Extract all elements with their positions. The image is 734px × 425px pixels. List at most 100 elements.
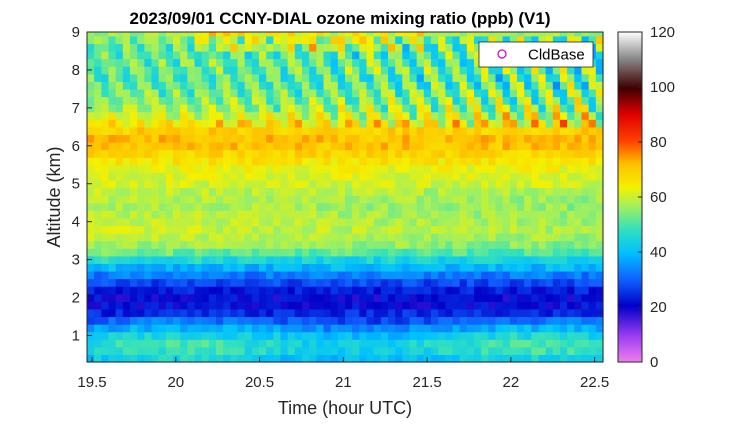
heatmap-cell [294, 164, 303, 173]
heatmap-cell [287, 66, 296, 75]
heatmap-cell [266, 346, 274, 356]
heatmap-cell [208, 32, 217, 37]
heatmap-cell [373, 179, 382, 189]
heatmap-cell [567, 301, 575, 310]
heatmap-cell [459, 149, 468, 158]
heatmap-cell [409, 149, 418, 158]
heatmap-cell [144, 157, 153, 166]
heatmap-cell [330, 119, 339, 128]
heatmap-cell [574, 111, 583, 120]
heatmap-cell [323, 278, 332, 287]
heatmap-cell [201, 248, 210, 257]
heatmap-cell [366, 324, 375, 333]
heatmap-cell [502, 73, 511, 82]
heatmap-cell [474, 278, 482, 287]
heatmap-cell [402, 149, 411, 158]
heatmap-cell [466, 233, 475, 242]
heatmap-cell [259, 339, 267, 348]
heatmap-cell [395, 32, 403, 37]
heatmap-cell [101, 240, 110, 249]
heatmap-cell [531, 248, 540, 257]
heatmap-cell [130, 240, 138, 249]
heatmap-cell [223, 149, 231, 158]
heatmap-cell [395, 104, 403, 113]
heatmap-cell [431, 331, 439, 340]
heatmap-cell [151, 301, 160, 310]
heatmap-cell [588, 179, 597, 189]
heatmap-cell [366, 255, 375, 264]
heatmap-cell [409, 195, 418, 204]
heatmap-cell [130, 111, 138, 120]
heatmap-cell [495, 149, 504, 158]
heatmap-cell [423, 172, 432, 181]
heatmap-cell [230, 172, 239, 181]
heatmap-cell [173, 354, 181, 363]
heatmap-cell [517, 104, 525, 113]
heatmap-cell [158, 195, 167, 204]
heatmap-cell [251, 225, 260, 234]
heatmap-cell [151, 217, 160, 227]
heatmap-cell [165, 217, 174, 227]
heatmap-cell [251, 263, 260, 272]
colorbar-tick-label: 0 [650, 354, 658, 371]
heatmap-cell [438, 195, 446, 204]
heatmap-cell [309, 233, 317, 242]
heatmap-cell [359, 126, 368, 136]
heatmap-cell [230, 164, 239, 173]
heatmap-cell [94, 293, 102, 302]
heatmap-cell [581, 187, 590, 196]
heatmap-cell [395, 35, 403, 44]
heatmap-cell [237, 134, 246, 143]
heatmap-cell [216, 217, 224, 227]
heatmap-cell [416, 233, 425, 242]
heatmap-cell [259, 331, 267, 340]
heatmap-cell [259, 104, 267, 113]
heatmap-cell [595, 96, 604, 105]
heatmap-cell [194, 195, 203, 204]
x-tick-label: 22 [503, 374, 520, 391]
heatmap-cell [481, 134, 489, 143]
heatmap-cell [552, 354, 561, 363]
heatmap-cell [180, 32, 188, 37]
heatmap-cell [280, 248, 289, 257]
heatmap-cell [402, 270, 411, 280]
heatmap-cell [165, 43, 174, 52]
heatmap-cell [345, 331, 353, 340]
heatmap-cell [517, 286, 525, 295]
heatmap-cell [94, 301, 102, 310]
heatmap-cell [208, 202, 217, 211]
heatmap-cell [574, 301, 583, 310]
heatmap-cell [130, 142, 138, 151]
heatmap-cell [502, 255, 511, 264]
heatmap-cell [373, 43, 382, 52]
heatmap-cell [309, 225, 317, 234]
heatmap-cell [251, 240, 260, 249]
heatmap-cell [552, 263, 561, 272]
heatmap-cell [509, 286, 518, 295]
heatmap-cell [517, 270, 525, 280]
heatmap-cell [237, 32, 246, 37]
heatmap-cell [466, 88, 475, 98]
heatmap-cell [316, 157, 325, 166]
heatmap-cell [509, 263, 518, 272]
heatmap-cell [474, 324, 482, 333]
heatmap-cell [388, 179, 396, 189]
heatmap-cell [144, 346, 153, 356]
heatmap-cell [309, 255, 317, 264]
heatmap-cell [524, 255, 532, 264]
heatmap-cell [187, 225, 196, 234]
heatmap-cell [380, 278, 389, 287]
heatmap-cell [237, 278, 246, 287]
heatmap-cell [466, 202, 475, 211]
heatmap-cell [309, 346, 317, 356]
heatmap-cell [402, 202, 411, 211]
heatmap-cell [395, 119, 403, 128]
heatmap-cell [345, 346, 353, 356]
heatmap-cell [237, 324, 246, 333]
heatmap-cell [173, 149, 181, 158]
heatmap-cell [266, 331, 274, 340]
heatmap-cell [402, 255, 411, 264]
heatmap-cell [395, 255, 403, 264]
heatmap-cell [137, 104, 145, 113]
heatmap-cell [438, 58, 446, 67]
